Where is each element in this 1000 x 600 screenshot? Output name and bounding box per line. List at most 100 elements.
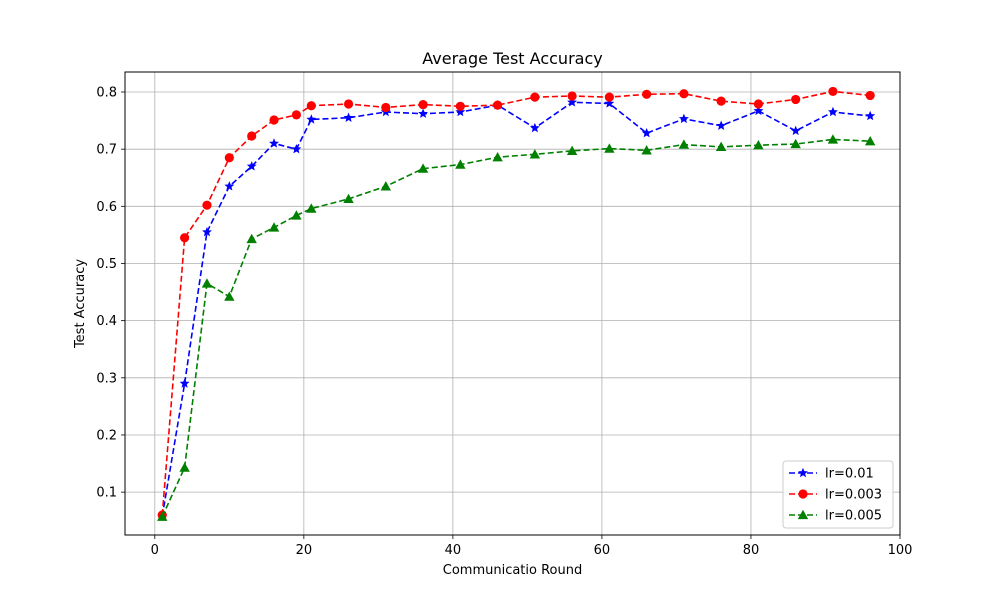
y-tick-label: 0.5 <box>96 257 117 272</box>
data-point <box>827 134 839 144</box>
legend-marker <box>797 509 809 520</box>
data-point <box>180 233 190 243</box>
data-point <box>791 94 801 105</box>
data-point <box>753 99 764 109</box>
data-point <box>418 108 429 118</box>
data-point <box>417 163 429 173</box>
plot-frame <box>124 71 901 536</box>
data-point <box>753 105 764 116</box>
data-point <box>567 91 577 101</box>
x-axis-label: Communicatio Round <box>443 563 583 578</box>
data-point <box>641 145 652 155</box>
data-point <box>492 100 503 110</box>
data-point <box>343 99 354 109</box>
series-line <box>161 90 871 516</box>
data-point <box>268 222 280 232</box>
data-point <box>865 90 875 101</box>
x-tick-label: 60 <box>594 543 611 558</box>
data-point <box>716 120 727 130</box>
data-point <box>224 181 235 191</box>
series-layer <box>157 86 876 521</box>
data-point <box>604 92 614 102</box>
data-point <box>715 141 727 152</box>
data-point <box>716 96 726 106</box>
data-point <box>179 378 190 388</box>
grid-lines <box>125 72 901 535</box>
data-point <box>246 233 257 244</box>
x-tick-label: 100 <box>888 543 913 558</box>
data-point <box>306 114 317 124</box>
data-point <box>202 226 212 237</box>
legend-marker <box>798 467 808 478</box>
legend-item: lr=0.005 <box>789 509 882 524</box>
data-point <box>269 138 279 148</box>
data-point <box>642 89 652 99</box>
data-point <box>678 139 690 149</box>
chart-title: Average Test Accuracy <box>422 49 602 68</box>
data-point <box>380 181 392 191</box>
data-point <box>641 127 652 138</box>
data-point <box>455 159 466 169</box>
data-point <box>679 89 689 99</box>
data-point <box>790 125 801 136</box>
legend-label: lr=0.005 <box>825 509 882 524</box>
x-tick-label: 80 <box>743 543 760 558</box>
data-point <box>201 278 213 288</box>
x-tick-label: 40 <box>445 543 462 558</box>
data-point <box>179 462 190 472</box>
y-axis-ticks: 0.1 0.2 0.3 0.4 0.5 0.6 0.7 0.8 <box>96 86 125 501</box>
data-point <box>202 200 212 210</box>
legend-label: lr=0.003 <box>825 488 882 503</box>
data-point <box>530 92 540 102</box>
data-point <box>753 139 764 150</box>
y-tick-label: 0.1 <box>96 486 117 501</box>
data-point <box>827 106 838 117</box>
data-point <box>492 151 503 162</box>
data-point <box>246 161 257 171</box>
data-point <box>455 106 466 117</box>
y-tick-label: 0.7 <box>96 143 117 158</box>
data-point <box>224 291 235 301</box>
x-tick-label: 0 <box>151 543 159 558</box>
legend-item: lr=0.003 <box>789 488 882 503</box>
data-point <box>291 143 302 154</box>
data-point <box>291 110 301 120</box>
data-point <box>291 210 302 220</box>
data-point <box>828 86 838 97</box>
y-tick-label: 0.2 <box>96 428 117 443</box>
data-point <box>157 511 168 521</box>
y-tick-label: 0.6 <box>96 200 117 215</box>
data-point <box>529 122 540 133</box>
y-axis-label: Test Accuracy <box>73 259 88 349</box>
series-3 <box>157 134 876 521</box>
data-point <box>790 138 801 149</box>
data-point <box>865 110 876 121</box>
data-point <box>224 153 234 163</box>
data-point <box>566 145 578 156</box>
data-point <box>529 149 541 159</box>
data-point <box>343 112 354 122</box>
data-point <box>604 143 615 153</box>
x-axis-ticks: 0 20 40 60 80 100 <box>151 535 913 558</box>
data-point <box>455 101 465 111</box>
y-tick-label: 0.4 <box>96 314 117 329</box>
data-point <box>343 193 354 204</box>
data-point <box>864 135 876 146</box>
legend-label: lr=0.01 <box>825 467 874 482</box>
legend-box <box>782 460 894 529</box>
data-point <box>269 115 279 125</box>
legend: lr=0.01 lr=0.003 lr=0.005 <box>782 460 894 529</box>
legend-item: lr=0.01 <box>789 467 874 482</box>
data-point <box>381 102 391 113</box>
y-tick-label: 0.8 <box>96 86 117 101</box>
data-point <box>604 98 615 108</box>
data-point <box>567 97 578 107</box>
data-point <box>247 131 257 141</box>
x-tick-label: 20 <box>296 543 313 558</box>
data-point <box>418 99 428 110</box>
legend-marker <box>798 489 808 499</box>
data-point <box>678 113 689 124</box>
data-point <box>306 101 316 111</box>
y-tick-label: 0.3 <box>96 371 117 386</box>
